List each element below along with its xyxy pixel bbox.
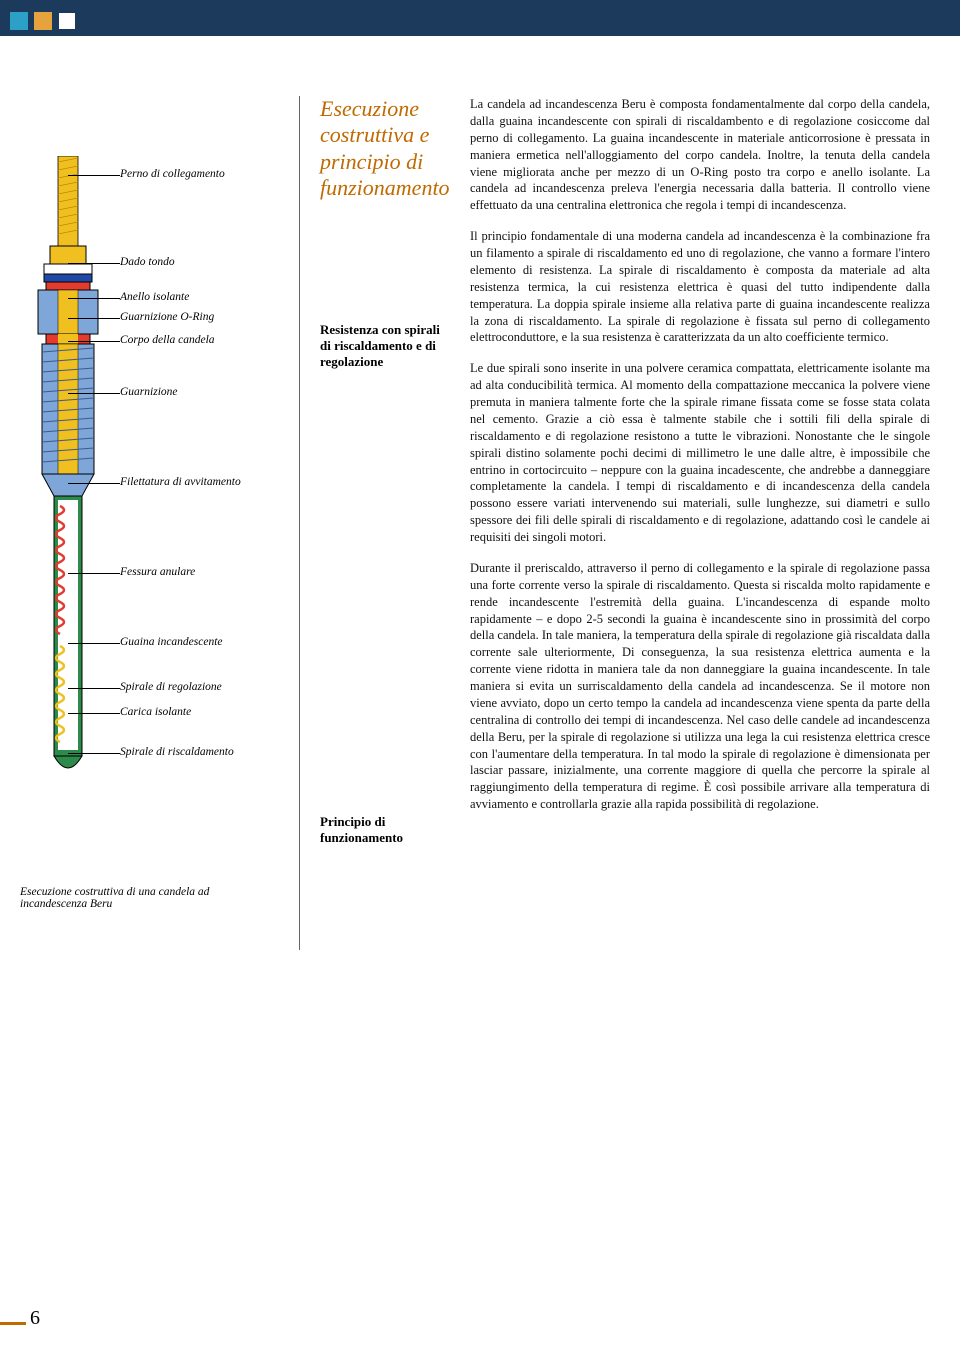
diagram-label: Carica isolante (120, 706, 191, 720)
diagram-labels: Perno di collegamento Dado tondo Anello is… (120, 96, 300, 796)
diagram-label: Perno di collegamento (120, 168, 225, 182)
glow-plug-diagram: Perno di collegamento Dado tondo Anello is… (20, 96, 279, 876)
body-paragraph-1: La candela ad incandescenza Beru è compo… (470, 96, 930, 214)
square-3 (58, 12, 76, 30)
diagram-label: Guarnizione O-Ring (120, 311, 214, 325)
diagram-label: Spirale di riscaldamento (120, 746, 234, 760)
square-1 (10, 12, 28, 30)
diagram-label: Corpo della candela (120, 334, 215, 348)
top-bar (0, 0, 960, 36)
subhead-principle: Principio di funzionamento (320, 814, 450, 846)
body-paragraph-3: Le due spirali sono inserite in una polv… (470, 360, 930, 546)
diagram-label: Dado tondo (120, 256, 175, 270)
diagram-label: Guarnizione (120, 386, 178, 400)
diagram-label: Anello isolante (120, 291, 189, 305)
body-paragraph-4: Durante il preriscaldo, attraverso il pe… (470, 560, 930, 813)
middle-column: Esecuzione costruttiva e principio di fu… (300, 96, 470, 950)
diagram-label: Filettatura di avvitamento (120, 476, 241, 490)
page-number-accent (0, 1322, 26, 1325)
page-number: 6 (30, 1307, 40, 1330)
diagram-label: Guaina incandescente (120, 636, 223, 650)
diagram-label: Spirale di regolazione (120, 681, 222, 695)
diagram-label: Fessura anulare (120, 566, 195, 580)
glow-plug-svg (28, 156, 108, 776)
square-2 (34, 12, 52, 30)
diagram-caption: Esecuzione costruttiva di una candela ad… (20, 886, 279, 910)
diagram-column: Perno di collegamento Dado tondo Anello is… (0, 96, 300, 950)
top-squares (10, 12, 76, 36)
body-column: La candela ad incandescenza Beru è compo… (470, 96, 960, 950)
subhead-resistance: Resistenza con spirali di riscaldamento … (320, 322, 450, 370)
page-content: Perno di collegamento Dado tondo Anello is… (0, 36, 960, 950)
body-paragraph-2: Il principio fondamentale di una moderna… (470, 228, 930, 346)
section-title: Esecuzione costruttiva e principio di fu… (320, 96, 450, 202)
